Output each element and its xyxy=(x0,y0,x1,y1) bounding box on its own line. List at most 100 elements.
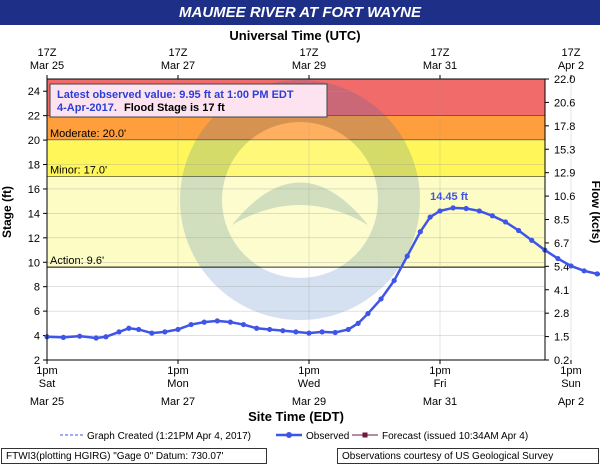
info-box-line2: 4-Apr-2017. Flood Stage is 17 ft xyxy=(57,102,225,114)
top-tick-utc: 17Z xyxy=(300,47,319,59)
top-tick-date: Mar 29 xyxy=(292,60,326,72)
observed-point xyxy=(437,208,443,214)
observed-point xyxy=(516,227,522,234)
info-box-date: 4-Apr-2017. xyxy=(57,102,117,114)
observed-line xyxy=(46,206,600,340)
observed-point xyxy=(489,213,495,219)
footer-credit: Observations courtesy of US Geological S… xyxy=(337,448,599,464)
y-tick-label: 6 xyxy=(34,306,40,318)
top-tick-utc: 17Z xyxy=(38,47,57,59)
chart-title: MAUMEE RIVER AT FORT WAYNE xyxy=(0,0,600,25)
observed-point xyxy=(529,237,535,243)
y-tick-label: 2 xyxy=(34,355,40,367)
bottom-tick-time: 1pm xyxy=(298,365,319,377)
info-box: Latest observed value: 9.95 ft at 1:00 P… xyxy=(49,83,328,118)
observed-point xyxy=(417,229,423,235)
band-moderate xyxy=(47,115,545,141)
noaa-seal-bird xyxy=(232,182,368,225)
legend-observed-marker xyxy=(286,432,292,438)
observed-point xyxy=(175,326,181,333)
observed-point xyxy=(103,334,109,340)
bottom-tick-weekday: Fri xyxy=(434,378,447,390)
observed-point xyxy=(355,320,361,326)
observed-point xyxy=(126,325,132,331)
observed-point xyxy=(319,329,325,335)
y-tick-label: 24 xyxy=(28,86,40,98)
right-tick-label: 15.3 xyxy=(554,144,575,156)
observed-point xyxy=(568,263,574,269)
info-box-flood-stage: Flood Stage is 17 ft xyxy=(124,102,225,114)
observed-point xyxy=(306,330,312,336)
bottom-tick-time: 1pm xyxy=(36,365,57,377)
right-tick-label: 20.6 xyxy=(554,97,575,109)
right-tick-label: 5.4 xyxy=(554,261,569,273)
top-tick-utc: 17Z xyxy=(169,47,188,59)
observed-point xyxy=(391,277,397,284)
y-tick-label: 8 xyxy=(34,282,40,294)
plot-frame xyxy=(46,78,546,361)
bottom-tick-weekday: Mon xyxy=(167,378,188,390)
observed-point xyxy=(332,329,338,336)
observed-point xyxy=(162,329,168,335)
band-action xyxy=(47,176,545,268)
right-tick-label: 2.8 xyxy=(554,308,569,320)
observed-point xyxy=(345,326,351,333)
y-tick-label: 22 xyxy=(28,111,40,123)
right-tick-label: 8.5 xyxy=(554,215,569,227)
top-tick-date: Mar 25 xyxy=(30,60,64,72)
axis-ticks: 246810121416182022240.21.52.84.15.46.78.… xyxy=(28,47,584,408)
bottom-axis-title: Site Time (EDT) xyxy=(248,409,344,424)
right-tick-label: 22.0 xyxy=(554,74,575,86)
observed-point xyxy=(476,208,482,214)
right-tick-label: 0.2 xyxy=(554,355,569,367)
legend-graph-created-label: Graph Created (1:21PM Apr 4, 2017) xyxy=(87,431,251,442)
observed-point xyxy=(188,321,194,328)
observed-point xyxy=(427,214,433,220)
observed-point xyxy=(450,205,456,211)
legend-forecast-label: Forecast (issued 10:34AM Apr 4) xyxy=(382,431,528,442)
noaa-seal-inner xyxy=(222,122,378,278)
observed-point xyxy=(214,318,220,324)
observed-point xyxy=(77,333,83,339)
top-tick-utc: 17Z xyxy=(431,47,450,59)
series-lines: 14.45 ft17.7 ft xyxy=(44,191,600,341)
right-tick-label: 10.6 xyxy=(554,191,575,203)
top-tick-date: Mar 31 xyxy=(423,60,457,72)
observed-point xyxy=(240,321,247,328)
y-tick-label: 16 xyxy=(28,184,40,196)
bottom-tick-date: Mar 31 xyxy=(423,396,457,408)
observed-point xyxy=(502,219,509,225)
y-tick-label: 14 xyxy=(28,208,40,220)
right-axis-title: Flow (kcfs) xyxy=(589,181,600,244)
observed-point xyxy=(555,255,561,262)
observed-point xyxy=(149,330,155,336)
bottom-tick-date: Mar 25 xyxy=(30,396,64,408)
bottom-tick-time: 1pm xyxy=(429,365,450,377)
bottom-tick-time: 1pm xyxy=(560,365,581,377)
info-box-frame xyxy=(49,83,328,118)
observed-point xyxy=(581,268,587,274)
top-axis-title: Universal Time (UTC) xyxy=(229,28,360,43)
observed-point xyxy=(60,334,66,340)
bottom-tick-time: 1pm xyxy=(167,365,188,377)
right-tick-label: 6.7 xyxy=(554,238,569,250)
right-tick-label: 12.9 xyxy=(554,168,575,180)
y-tick-label: 4 xyxy=(34,331,40,343)
right-tick-label: 17.8 xyxy=(554,121,575,133)
right-tick-label: 4.1 xyxy=(554,285,569,297)
observed-point xyxy=(365,310,371,317)
y-tick-label: 10 xyxy=(28,257,40,269)
left-axis-title: Stage (ft) xyxy=(0,186,14,238)
bottom-tick-weekday: Wed xyxy=(298,378,320,390)
top-tick-utc: 17Z xyxy=(562,47,581,59)
observed-point xyxy=(378,296,384,302)
observed-point xyxy=(404,253,410,259)
bottom-tick-date: Mar 27 xyxy=(161,396,195,408)
info-box-line1: Latest observed value: 9.95 ft at 1:00 P… xyxy=(57,89,294,101)
right-tick-label: 1.5 xyxy=(554,332,569,344)
legend-observed-label: Observed xyxy=(306,431,349,442)
observed-point xyxy=(293,329,299,335)
observed-point xyxy=(267,326,273,333)
legend: Graph Created (1:21PM Apr 4, 2017) Obser… xyxy=(60,431,528,442)
